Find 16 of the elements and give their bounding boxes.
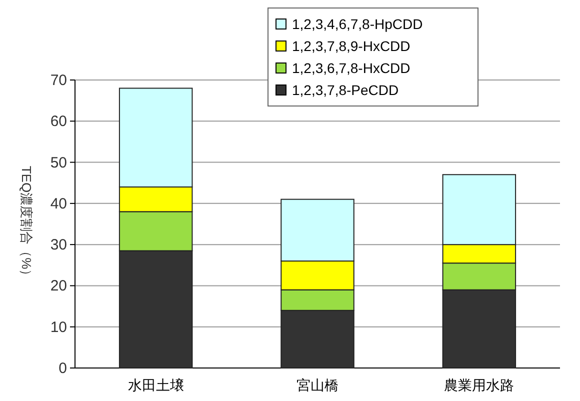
- y-tick-label: 60: [50, 113, 67, 130]
- y-tick-label: 10: [50, 318, 67, 336]
- x-tick-label: 水田土壌: [128, 377, 184, 393]
- y-tick-label: 0: [58, 360, 67, 377]
- y-tick-label: 50: [50, 154, 67, 172]
- legend-label: 1,2,3,6,7,8-HxCDD: [292, 60, 410, 76]
- legend-label: 1,2,3,4,6,7,8-HpCDD: [292, 16, 423, 32]
- x-tick-label: 農業用水路: [444, 377, 514, 393]
- y-axis-title: TEQ濃度割合（%）: [19, 166, 34, 282]
- legend-label: 1,2,3,7,8-PeCDD: [292, 82, 399, 98]
- y-tick-label: 20: [50, 278, 67, 295]
- x-tick-label: 宮山橋: [296, 377, 338, 393]
- y-tick-label: 40: [50, 195, 67, 212]
- y-tick-label: 70: [50, 72, 67, 89]
- y-tick-label: 30: [50, 236, 67, 254]
- legend-label: 1,2,3,7,8,9-HxCDD: [292, 38, 410, 54]
